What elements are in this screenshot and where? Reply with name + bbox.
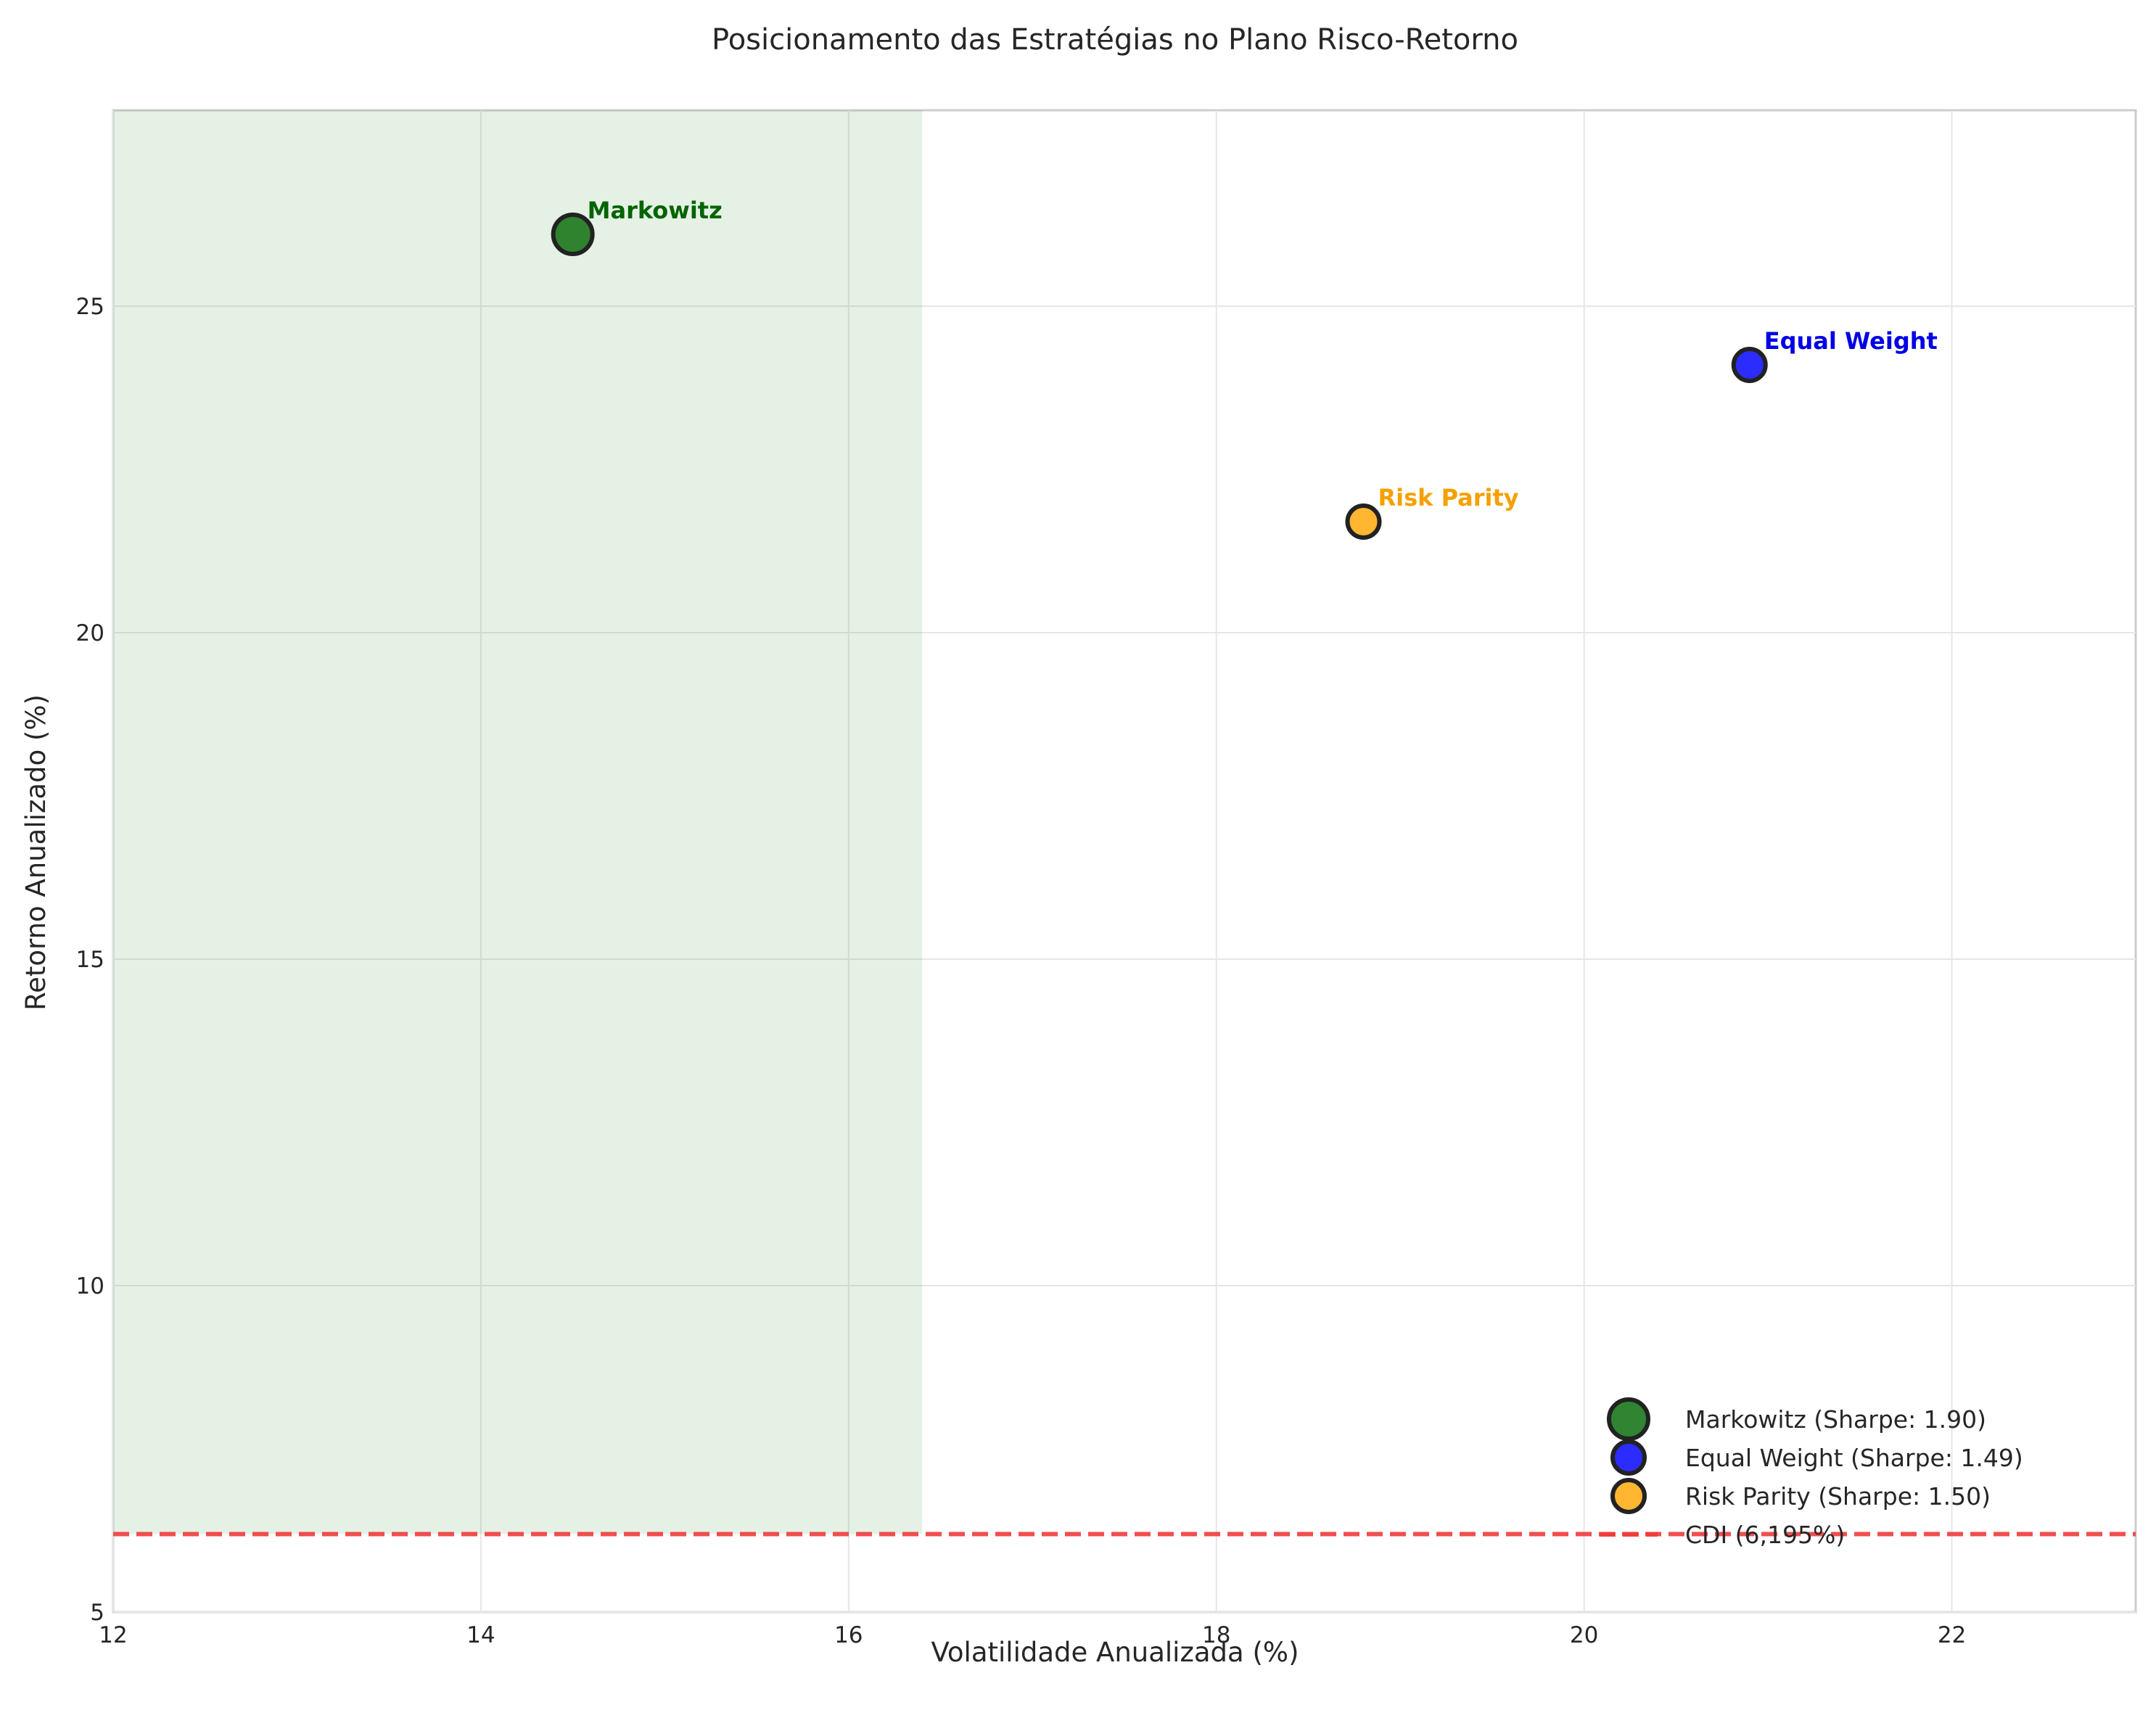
shaded-region-layer <box>113 110 923 1534</box>
data-point <box>1731 347 1768 383</box>
x-tick-label: 20 <box>1570 1622 1598 1648</box>
point-label: Equal Weight <box>1764 327 1938 355</box>
data-point <box>551 213 595 256</box>
y-tick-label: 20 <box>76 620 104 646</box>
legend-entry: Markowitz (Sharpe: 1.90) <box>1685 1405 1986 1434</box>
y-tick-label: 25 <box>76 294 104 320</box>
x-axis-label: Volatilidade Anualizada (%) <box>931 1637 1299 1668</box>
x-tick-label: 14 <box>466 1622 495 1648</box>
point-label: Risk Parity <box>1378 484 1518 511</box>
legend-entry: Risk Parity (Sharpe: 1.50) <box>1685 1482 1991 1511</box>
legend: Markowitz (Sharpe: 1.90) Equal Weight (Sh… <box>1600 1397 2023 1549</box>
x-tick-label: 22 <box>1938 1622 1966 1648</box>
tick-labels-layer: 12 14 16 18 20 22 5 10 15 20 25 <box>76 294 1967 1648</box>
plot-frame <box>112 109 2137 1614</box>
point-label: Markowitz <box>588 197 723 224</box>
y-axis-label: Retorno Anualizado (%) <box>20 694 52 1011</box>
plot-area <box>112 109 2137 1614</box>
data-points-layer: Markowitz Equal Weight Risk Parity <box>551 197 1938 540</box>
x-tick-label: 16 <box>834 1622 863 1648</box>
legend-marker <box>1610 1439 1647 1476</box>
legend-entry: CDI (6,195%) <box>1685 1521 1845 1549</box>
grid-lines <box>112 110 2136 1613</box>
low-risk-shaded-region <box>113 110 923 1534</box>
y-tick-label: 15 <box>76 947 104 973</box>
data-point <box>1345 504 1382 540</box>
x-tick-label: 18 <box>1202 1622 1230 1648</box>
legend-entry: Equal Weight (Sharpe: 1.49) <box>1685 1444 2023 1472</box>
y-tick-label: 5 <box>90 1600 104 1626</box>
legend-marker <box>1607 1397 1650 1441</box>
legend-marker <box>1610 1478 1647 1514</box>
x-tick-label: 12 <box>99 1622 127 1648</box>
chart-title: Posicionamento das Estratégias no Plano … <box>712 23 1518 57</box>
y-tick-label: 10 <box>76 1273 104 1299</box>
